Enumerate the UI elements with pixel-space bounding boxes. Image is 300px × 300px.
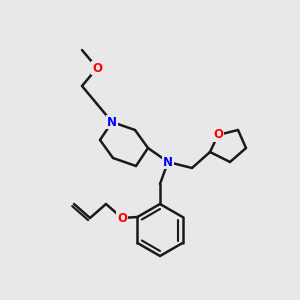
Text: N: N (163, 155, 173, 169)
Text: O: O (92, 61, 102, 74)
Text: N: N (107, 116, 117, 128)
Text: O: O (117, 212, 127, 224)
Text: O: O (213, 128, 223, 142)
